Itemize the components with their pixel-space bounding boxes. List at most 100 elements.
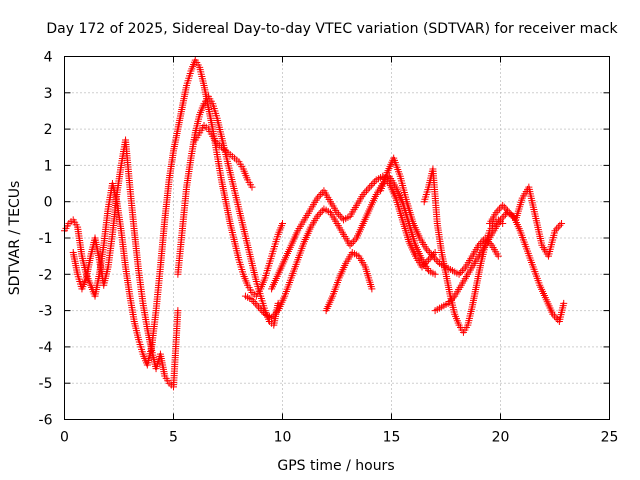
data-point — [178, 103, 186, 111]
y-tick-label: 3 — [44, 86, 53, 102]
y-tick-label: 0 — [44, 195, 53, 211]
series-arc-11 — [487, 185, 564, 258]
data-point — [555, 317, 563, 325]
data-point — [178, 227, 186, 235]
data-point-interp — [256, 305, 264, 313]
data-point — [152, 365, 160, 373]
data-point — [217, 143, 225, 151]
data-point — [209, 100, 217, 108]
data-point — [418, 263, 426, 271]
data-point — [148, 347, 156, 355]
data-point — [108, 230, 116, 238]
data-point-interp — [498, 214, 506, 222]
data-point — [252, 278, 260, 286]
data-point — [368, 285, 376, 293]
data-point — [95, 256, 103, 264]
data-point — [200, 82, 208, 90]
y-tick-label: -4 — [39, 340, 53, 356]
data-point — [174, 270, 182, 278]
data-point — [372, 190, 380, 198]
data-point — [459, 328, 467, 336]
data-point — [416, 234, 424, 242]
data-point-interp — [317, 209, 325, 217]
data-point — [468, 303, 476, 311]
data-point — [483, 238, 491, 246]
data-point — [274, 307, 282, 315]
data-point-interp — [369, 180, 377, 188]
data-point — [257, 292, 265, 300]
data-point — [74, 223, 82, 231]
data-point — [558, 219, 566, 227]
data-point — [213, 140, 221, 148]
data-point-interp — [317, 190, 325, 198]
data-point — [538, 241, 546, 249]
data-point-interp — [371, 178, 379, 186]
data-point — [531, 212, 539, 220]
data-point — [117, 227, 125, 235]
data-point — [217, 132, 225, 140]
data-point — [313, 194, 321, 202]
data-point — [126, 292, 134, 300]
data-point — [322, 307, 330, 315]
data-point — [174, 125, 182, 133]
data-point-interp — [431, 254, 439, 262]
series-arc-4 — [193, 123, 255, 189]
data-point — [191, 136, 199, 144]
data-point — [473, 281, 481, 289]
data-point-interp — [556, 221, 564, 229]
data-point-interp — [447, 296, 455, 304]
data-point — [392, 194, 400, 202]
data-point — [346, 212, 354, 220]
data-point — [104, 205, 112, 213]
data-point — [268, 285, 276, 293]
data-point — [335, 274, 343, 282]
series-arc-5 — [244, 174, 437, 321]
data-point — [108, 180, 116, 188]
data-point — [300, 238, 308, 246]
data-point-interp — [348, 239, 356, 247]
data-point-interp — [432, 256, 440, 264]
data-point-interp — [446, 298, 454, 306]
data-point — [425, 267, 433, 275]
data-point — [359, 219, 367, 227]
data-point — [226, 219, 234, 227]
data-point — [69, 249, 77, 257]
data-point — [130, 317, 138, 325]
data-point — [87, 252, 95, 260]
axis-ticks: 0 5 10 15 20 25 -6 -5 -4 -3 -2 -1 0 1 2 3 4 — [39, 50, 619, 446]
data-point — [403, 198, 411, 206]
data-point — [300, 216, 308, 224]
data-point — [239, 165, 247, 173]
data-point — [279, 219, 286, 227]
data-point — [213, 114, 221, 122]
data-point — [135, 267, 143, 275]
data-point — [213, 151, 221, 159]
data-point — [516, 227, 524, 235]
data-point — [217, 176, 225, 184]
y-tick-label: -5 — [39, 376, 53, 392]
data-point — [87, 281, 95, 289]
data-point — [156, 350, 164, 358]
data-point — [143, 361, 151, 369]
data-point — [409, 219, 417, 227]
data-point-interp — [457, 268, 465, 276]
data-point — [126, 183, 134, 191]
data-point — [248, 288, 256, 296]
data-point — [161, 216, 169, 224]
data-point — [274, 230, 282, 238]
data-point-interp — [335, 210, 343, 218]
data-point — [122, 263, 130, 271]
data-point — [499, 219, 507, 227]
plot-frame — [64, 56, 610, 420]
data-point — [425, 256, 433, 264]
data-point — [287, 274, 295, 282]
data-point-interp — [315, 192, 323, 200]
data-point-interp — [364, 185, 372, 193]
data-point — [170, 147, 177, 155]
data-point-interp — [426, 249, 434, 257]
data-point — [307, 223, 315, 231]
data-point — [239, 270, 247, 278]
data-point-interp — [460, 265, 468, 273]
data-point — [187, 67, 195, 75]
y-tick-label: -3 — [39, 304, 53, 320]
